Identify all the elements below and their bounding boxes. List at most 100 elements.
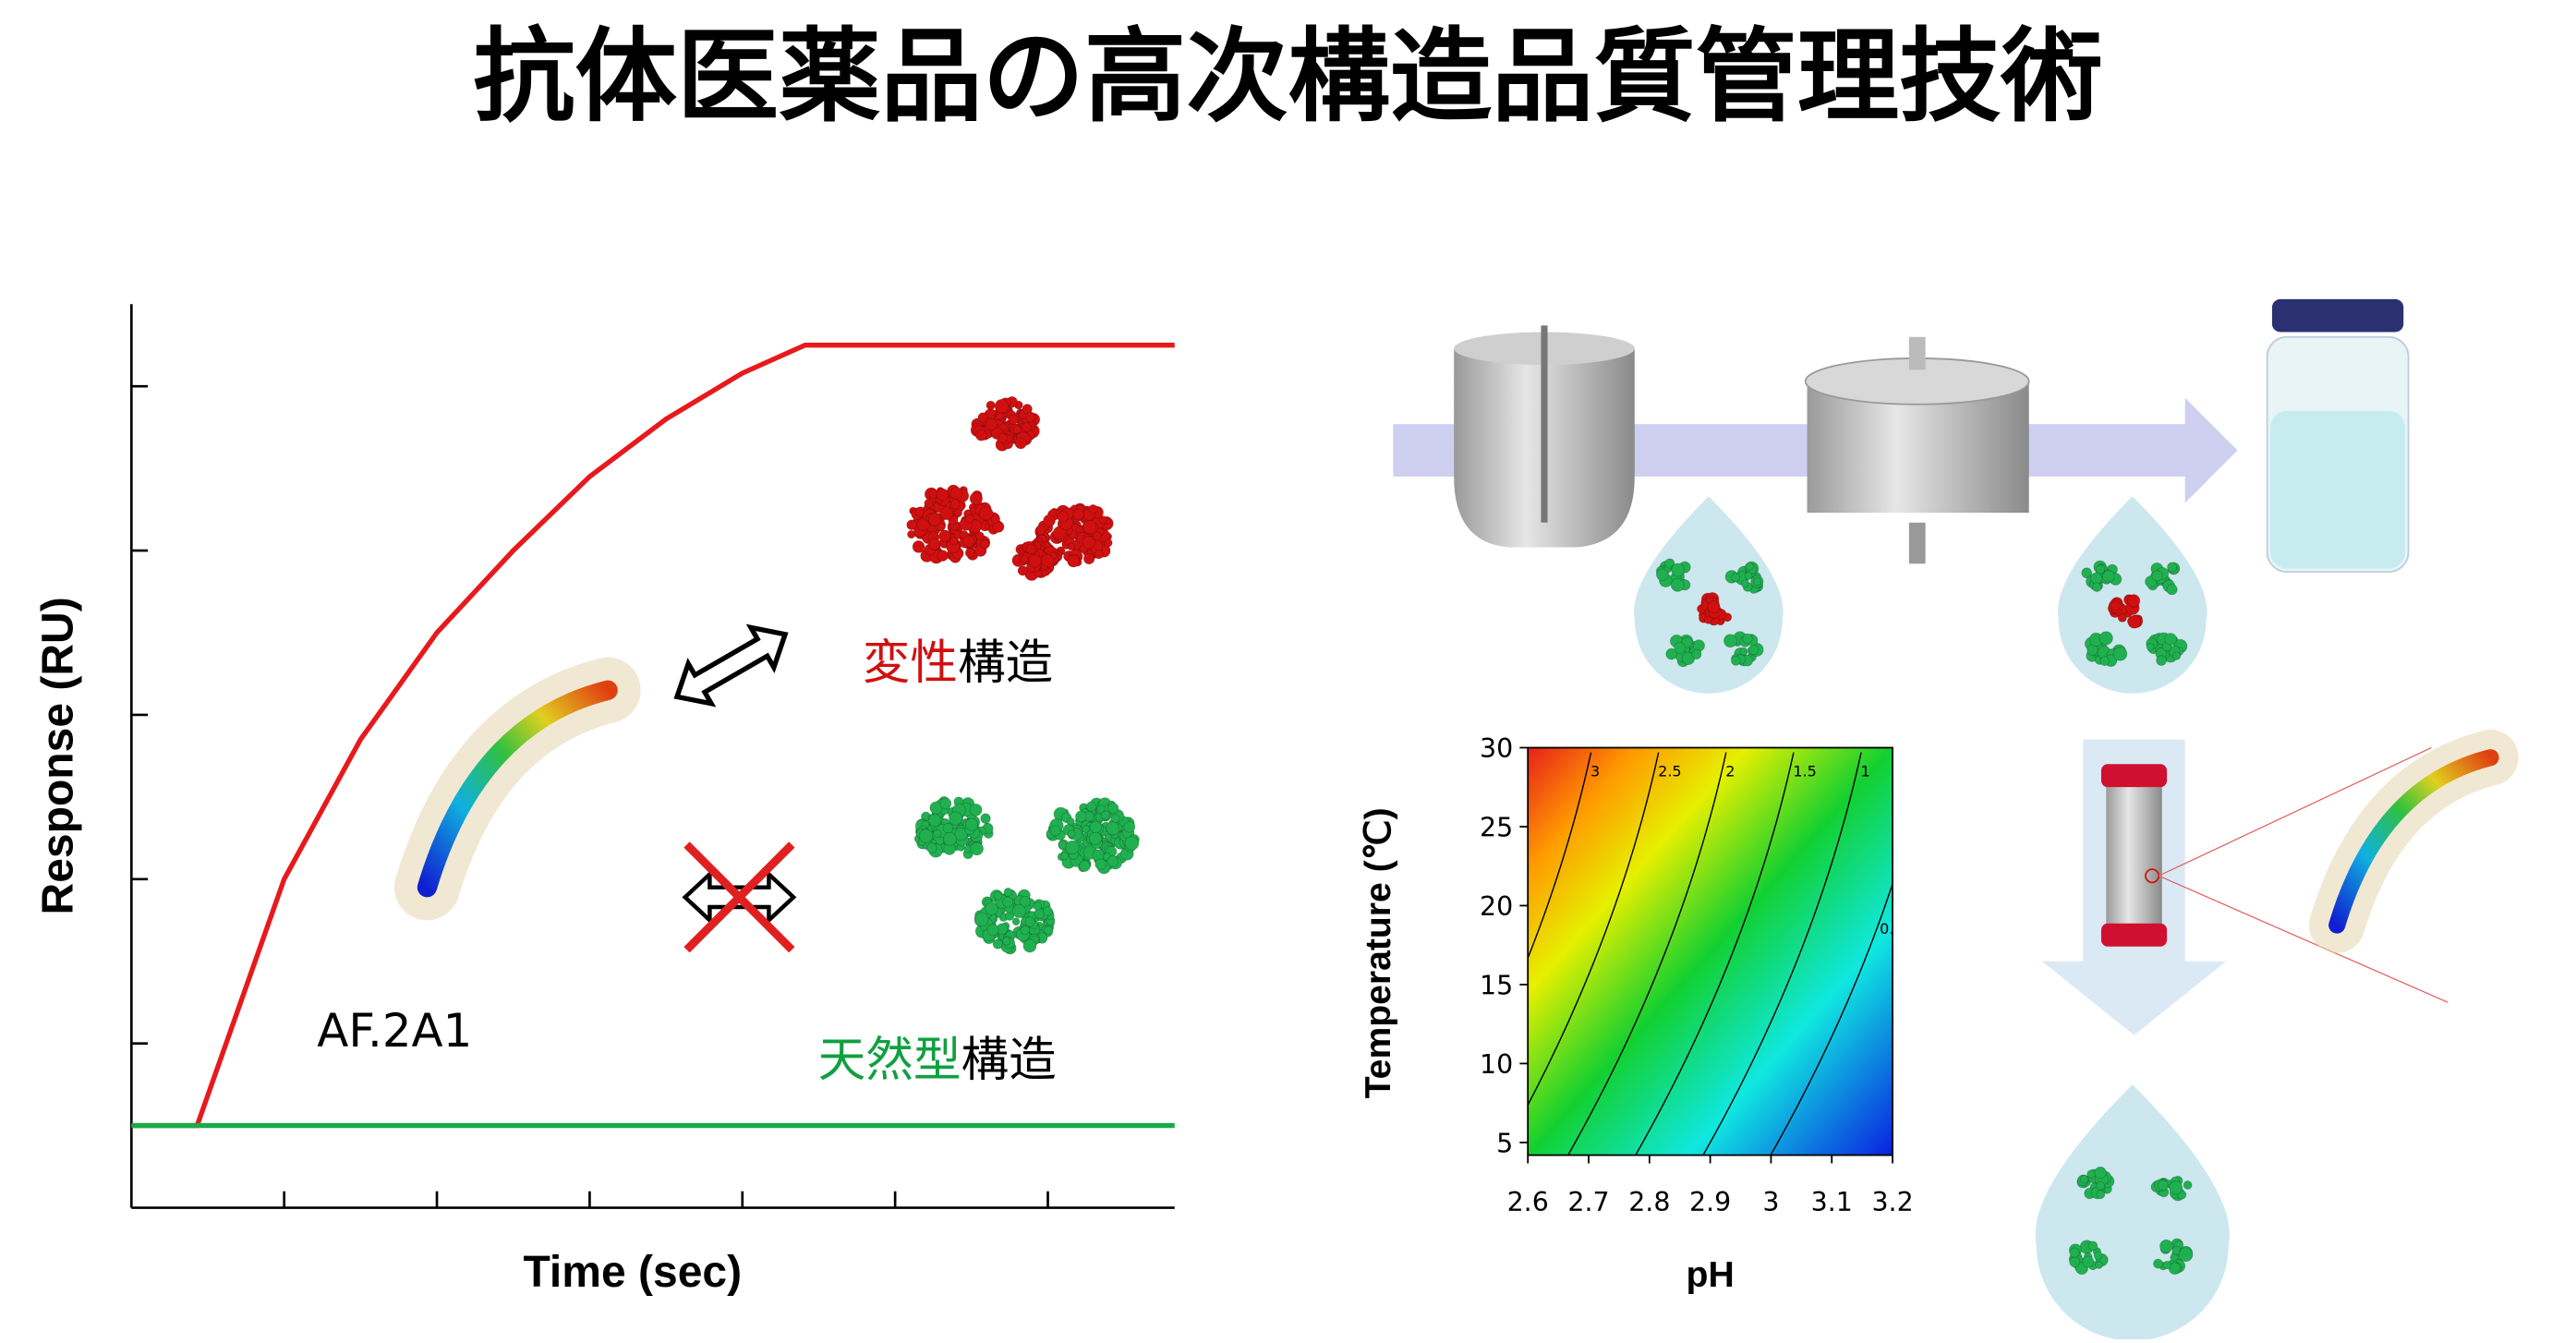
equilibrium-arrow bbox=[673, 623, 789, 708]
protein-atom bbox=[939, 797, 952, 810]
protein-atom bbox=[986, 923, 999, 937]
protein-atom bbox=[1088, 831, 1103, 845]
protein-atom bbox=[942, 822, 954, 834]
protein-atom bbox=[1052, 526, 1068, 540]
protein-atom bbox=[974, 429, 987, 442]
protein-atom bbox=[2082, 1255, 2095, 1268]
protein-atom bbox=[2171, 651, 2182, 660]
zoom-line bbox=[2158, 746, 2432, 877]
protein-atom bbox=[1067, 542, 1076, 551]
protein-atom bbox=[2169, 1180, 2183, 1195]
protein-atom bbox=[1107, 802, 1119, 815]
protein-atom bbox=[942, 831, 957, 846]
protein-atom bbox=[928, 813, 942, 828]
protein-atom bbox=[2081, 567, 2093, 579]
protein-atom bbox=[993, 890, 1003, 901]
protein-atom bbox=[912, 539, 925, 553]
protein-atom bbox=[1079, 860, 1091, 872]
protein-atom bbox=[1723, 634, 1737, 648]
protein-atom bbox=[1094, 858, 1107, 870]
protein-atom bbox=[969, 803, 983, 817]
y-tick-label: 10 bbox=[1480, 1049, 1513, 1080]
protein-atom bbox=[1074, 810, 1087, 823]
droplet bbox=[2035, 1084, 2230, 1341]
protein-atom bbox=[2095, 564, 2106, 575]
denatured-label: 変性構造 bbox=[863, 635, 1053, 691]
helix-glow bbox=[2308, 729, 2519, 953]
protein-atom bbox=[1664, 558, 1675, 569]
column-cap bbox=[2100, 923, 2168, 947]
protein-atom bbox=[929, 801, 943, 815]
protein-atom bbox=[2095, 1261, 2103, 1269]
protein-atom bbox=[2156, 655, 2167, 666]
peptide-helix bbox=[417, 680, 618, 898]
protein-atom bbox=[1748, 644, 1760, 656]
vial-cap bbox=[2271, 298, 2404, 333]
contour-line bbox=[1702, 752, 1862, 1155]
plot-frame bbox=[1527, 746, 1893, 1156]
protein-atom bbox=[2094, 1166, 2107, 1180]
protein-atom bbox=[1123, 820, 1136, 833]
protein-atom bbox=[2159, 1239, 2173, 1253]
helix-glow bbox=[393, 657, 641, 921]
protein-atom bbox=[1740, 579, 1749, 588]
protein-atom bbox=[1085, 801, 1097, 812]
protein-atom bbox=[2102, 570, 2115, 583]
protein-atom bbox=[980, 538, 990, 550]
y-tick-label: 15 bbox=[1480, 971, 1513, 1001]
protein-atom bbox=[925, 842, 937, 853]
x-tick-label: 3 bbox=[1762, 1187, 1779, 1217]
y-tick-label: 25 bbox=[1480, 813, 1513, 843]
protein-atom bbox=[1671, 563, 1686, 577]
protein-atom bbox=[2164, 633, 2177, 646]
protein-atom bbox=[964, 817, 979, 831]
protein-atom bbox=[985, 418, 998, 431]
contour-line bbox=[1528, 752, 1660, 1107]
protein-atom bbox=[1670, 577, 1685, 592]
protein-atom bbox=[1707, 599, 1721, 614]
filter-stem bbox=[1908, 522, 1926, 564]
protein-atom bbox=[1656, 568, 1669, 582]
protein-atom bbox=[2112, 647, 2128, 661]
protein-atom bbox=[1089, 820, 1103, 834]
protein-atom bbox=[2183, 1180, 2193, 1190]
y-tick-label: 20 bbox=[1480, 891, 1513, 922]
column bbox=[2106, 780, 2162, 929]
x-axis-label: pH bbox=[1687, 1255, 1735, 1295]
protein-atom bbox=[1731, 573, 1741, 583]
protein-atom bbox=[1020, 555, 1029, 564]
protein-atom bbox=[2166, 584, 2178, 596]
contour-label: 2.5 bbox=[1658, 762, 1681, 780]
protein-atom bbox=[1024, 411, 1036, 423]
protein-atom bbox=[992, 938, 1004, 950]
x-tick-label: 2.7 bbox=[1567, 1187, 1609, 1217]
protein-atom bbox=[2086, 1169, 2096, 1180]
protein-atom bbox=[1703, 615, 1713, 624]
protein-atom bbox=[970, 841, 985, 856]
protein-atom bbox=[1003, 887, 1013, 897]
arrow-shape bbox=[673, 623, 789, 708]
protein-atom bbox=[1730, 655, 1741, 666]
protein-atom bbox=[2110, 600, 2121, 611]
protein-atom bbox=[964, 514, 974, 524]
cross bbox=[683, 841, 795, 953]
protein-atom bbox=[986, 400, 996, 411]
protein-atom bbox=[969, 491, 984, 505]
y-tick-label: 5 bbox=[1496, 1129, 1513, 1159]
protein-atom bbox=[1092, 531, 1102, 541]
contour-line bbox=[1528, 752, 1592, 961]
sensorgram bbox=[131, 343, 1175, 1208]
protein-atom bbox=[1674, 641, 1687, 654]
protein-atom bbox=[1107, 855, 1119, 867]
protein-atom bbox=[938, 529, 951, 543]
protein-atom bbox=[948, 811, 963, 826]
protein-atom bbox=[974, 912, 989, 927]
protein-atom bbox=[2151, 570, 2163, 582]
protein-atom bbox=[2093, 1251, 2103, 1261]
protein-atom bbox=[1028, 553, 1042, 568]
protein-atom bbox=[2153, 1258, 2163, 1269]
filter-stem bbox=[1908, 336, 1926, 370]
protein-atom bbox=[1110, 814, 1120, 824]
protein-atom bbox=[1024, 916, 1035, 927]
blocked-arrow bbox=[682, 841, 797, 953]
